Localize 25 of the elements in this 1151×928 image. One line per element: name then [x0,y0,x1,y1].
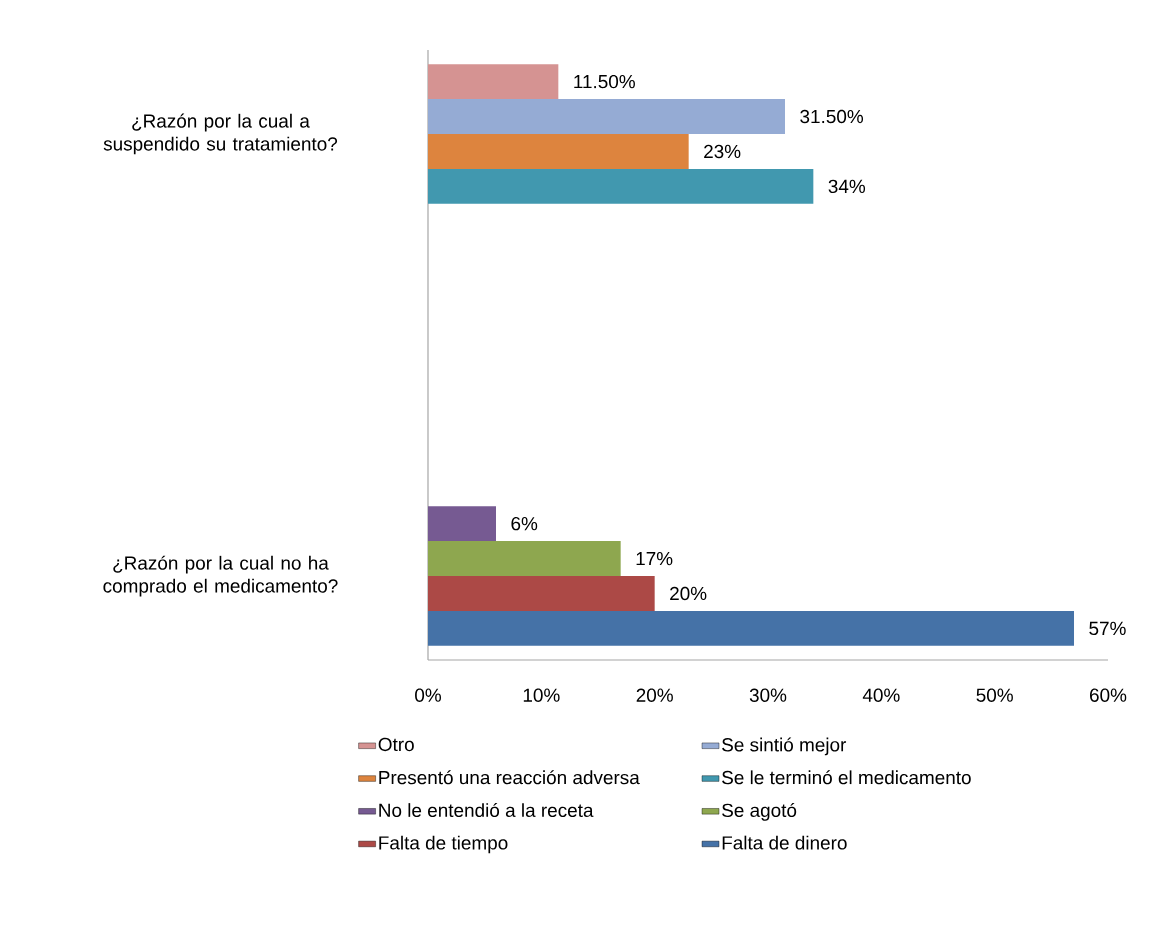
data-label: 31.50% [800,109,864,124]
legend-label: Se sintió mejor [722,737,847,756]
data-label: 6% [511,516,538,531]
legend-label: Falta de tiempo [379,835,508,854]
legend-label: Presentó una reacción adversa [379,770,640,785]
data-label: 20% [670,586,707,601]
x-tick-label: 40% [862,688,900,702]
data-label: 34% [828,179,866,194]
legend-label: Otro [378,737,414,752]
legend-label: No le entendió a la receta [379,802,594,818]
y-tick-label: ¿Razón por la cual a suspendido su tratamiento? [103,113,338,155]
x-tick-label: 50% [976,688,1013,702]
data-label: 11.50% [574,74,635,89]
legend-label: Falta de dinero [722,835,847,850]
y-tick-label: ¿Razón por la cual no ha comprado el medicamento? [103,555,338,597]
x-tick-label: 10% [523,688,560,702]
x-tick-label: 20% [636,688,673,702]
data-label: 17% [636,551,673,566]
data-label: 57% [1089,621,1126,636]
legend-label: Se le terminó el medicamento [722,770,971,785]
x-tick-label: 60% [1090,688,1127,702]
x-tick-label: 0% [415,688,441,702]
data-label: 23% [704,144,741,159]
legend-label: Se agotó [722,802,797,821]
x-tick-label: 30% [749,688,787,702]
